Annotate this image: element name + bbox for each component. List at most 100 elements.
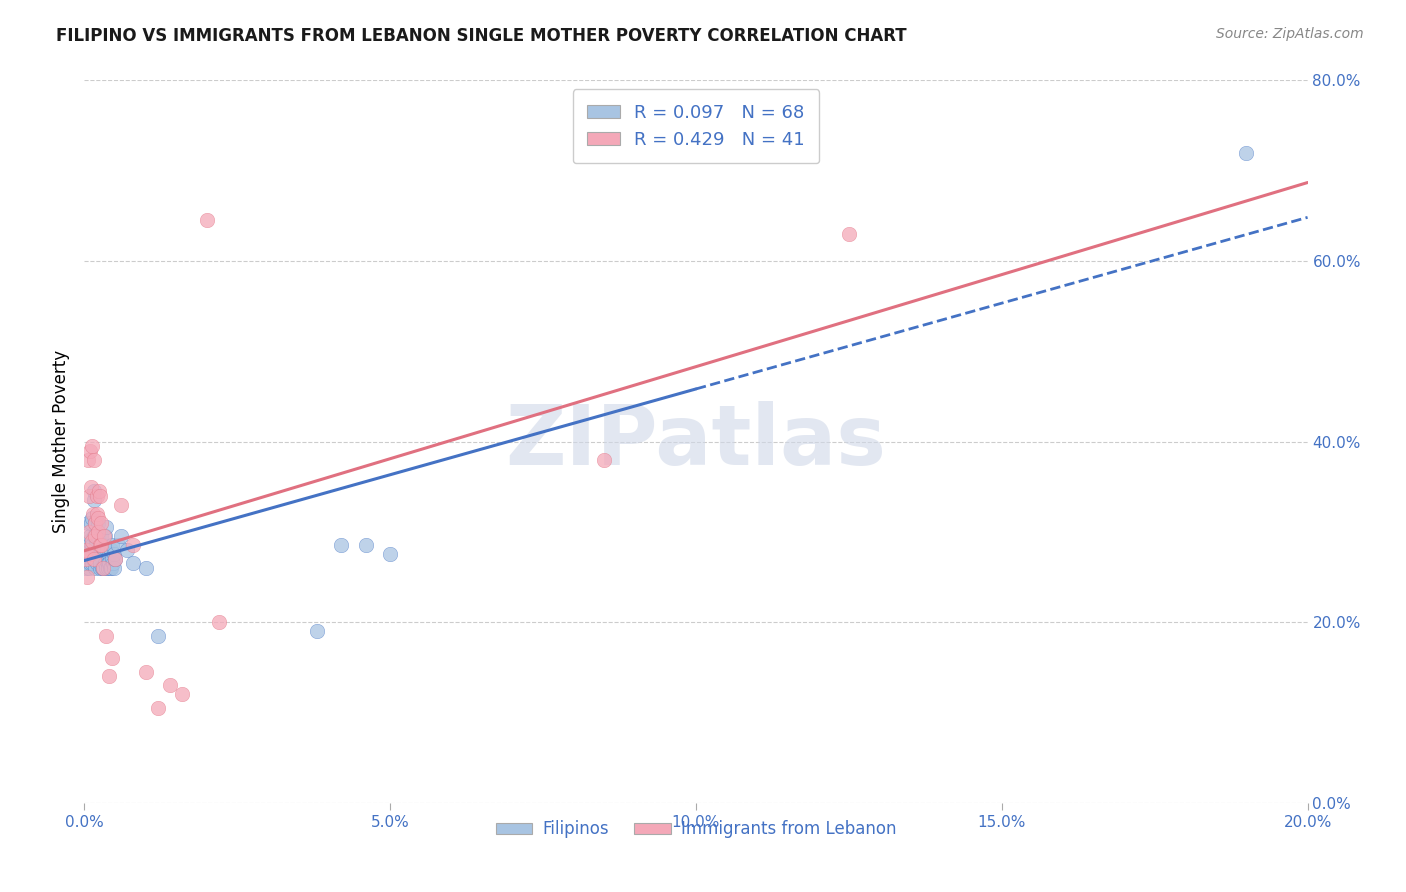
Y-axis label: Single Mother Poverty: Single Mother Poverty: [52, 350, 70, 533]
Point: [86, 529, 108, 543]
Point: [75, 552, 97, 566]
Point: [93, 557, 115, 571]
Point: [77, 533, 100, 548]
Point: [82, 557, 104, 571]
Point: [77, 516, 100, 530]
Point: [107, 538, 129, 552]
Point: [82, 507, 104, 521]
Point: [380, 548, 402, 562]
Point: [135, 561, 157, 575]
Point: [89, 561, 111, 575]
Point: [89, 538, 111, 552]
Point: [96, 520, 118, 534]
Point: [80, 533, 103, 548]
Point: [91, 561, 114, 575]
Point: [75, 542, 97, 557]
Point: [82, 538, 104, 552]
Point: [90, 516, 112, 530]
Point: [83, 493, 105, 508]
Point: [354, 538, 377, 552]
Point: [83, 484, 105, 499]
Point: [135, 665, 157, 679]
Point: [83, 516, 105, 530]
Point: [89, 557, 111, 571]
Point: [103, 561, 125, 575]
Point: [80, 548, 103, 562]
Point: [86, 489, 108, 503]
Point: [79, 548, 101, 562]
Point: [94, 561, 117, 575]
Point: [172, 687, 194, 701]
Point: [122, 557, 145, 571]
Point: [146, 701, 169, 715]
Point: [305, 624, 328, 639]
Point: [87, 548, 110, 562]
Point: [103, 548, 125, 562]
Point: [89, 489, 111, 503]
Point: [79, 548, 101, 562]
Point: [94, 629, 117, 643]
Point: [97, 561, 120, 575]
Point: [98, 561, 121, 575]
Point: [89, 538, 111, 552]
Point: [100, 561, 122, 575]
Point: [84, 529, 107, 543]
Point: [330, 538, 353, 552]
Point: [84, 548, 107, 562]
Point: [87, 511, 110, 525]
Point: [79, 443, 101, 458]
Point: [86, 507, 108, 521]
Point: [77, 561, 100, 575]
Point: [91, 561, 114, 575]
Point: [86, 557, 108, 571]
Point: [80, 511, 103, 525]
Legend: Filipinos, Immigrants from Lebanon: Filipinos, Immigrants from Lebanon: [489, 814, 903, 845]
Point: [77, 542, 100, 557]
Point: [98, 557, 121, 571]
Point: [76, 538, 98, 552]
Text: ZIPatlas: ZIPatlas: [506, 401, 886, 482]
Point: [91, 538, 114, 552]
Point: [90, 529, 112, 543]
Point: [87, 529, 110, 543]
Point: [104, 552, 127, 566]
Point: [84, 561, 107, 575]
Point: [77, 524, 100, 539]
Point: [84, 538, 107, 552]
Point: [79, 529, 101, 543]
Point: [83, 529, 105, 543]
Point: [110, 498, 132, 512]
Point: [83, 552, 105, 566]
Point: [83, 516, 105, 530]
Point: [159, 678, 181, 692]
Point: [101, 651, 124, 665]
Point: [80, 516, 103, 530]
Point: [79, 557, 101, 571]
Point: [208, 615, 231, 630]
Point: [110, 529, 132, 543]
Point: [77, 542, 100, 557]
Point: [80, 480, 103, 494]
Point: [101, 538, 124, 552]
Point: [83, 452, 105, 467]
Point: [77, 489, 100, 503]
Point: [87, 484, 110, 499]
Point: [77, 452, 100, 467]
Point: [75, 561, 97, 575]
Point: [82, 439, 104, 453]
Point: [82, 552, 104, 566]
Point: [195, 213, 218, 227]
Point: [87, 524, 110, 539]
Point: [593, 452, 616, 467]
Point: [90, 542, 112, 557]
Point: [96, 542, 118, 557]
Point: [101, 552, 124, 566]
Point: [93, 529, 115, 543]
Point: [1236, 145, 1258, 160]
Point: [94, 529, 117, 543]
Point: [838, 227, 860, 241]
Point: [75, 552, 97, 566]
Point: [122, 538, 145, 552]
Point: [90, 538, 112, 552]
Point: [93, 542, 115, 557]
